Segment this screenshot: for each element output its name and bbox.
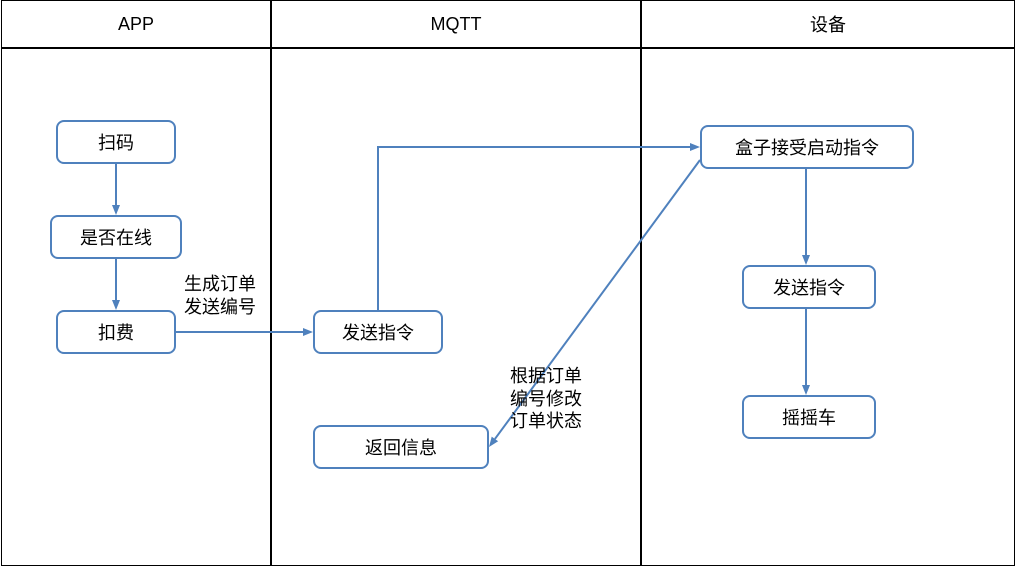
node-label: 发送指令 [773, 274, 845, 300]
node-return_info: 返回信息 [313, 425, 489, 469]
node-dev_send: 发送指令 [742, 265, 876, 309]
node-label: 摇摇车 [782, 404, 836, 430]
node-scan: 扫码 [56, 120, 176, 164]
lane-body-mqtt [271, 48, 641, 566]
node-send_cmd: 发送指令 [313, 310, 443, 354]
edge-label-e_box_return: 根据订单 编号修改 订单状态 [510, 365, 582, 433]
node-box_accept: 盒子接受启动指令 [700, 125, 914, 169]
diagram-canvas: APP MQTT 设备生成订单 发送编号根据订单 编号修改 订单状态 扫码是否在线扣费… [0, 0, 1016, 566]
lane-header-mqtt: MQTT [271, 0, 641, 48]
node-label: 扣费 [98, 319, 134, 345]
node-label: 扫码 [98, 129, 134, 155]
lane-header-label: MQTT [431, 14, 482, 35]
node-label: 返回信息 [365, 434, 437, 460]
node-label: 盒子接受启动指令 [735, 134, 879, 160]
lane-header-label: APP [118, 14, 154, 35]
lane-header-app: APP [1, 0, 271, 48]
node-online: 是否在线 [50, 215, 182, 259]
node-deduct: 扣费 [56, 310, 176, 354]
node-label: 是否在线 [80, 224, 152, 250]
node-label: 发送指令 [342, 319, 414, 345]
edge-label-e_deduct_send: 生成订单 发送编号 [184, 273, 256, 318]
node-shaker: 摇摇车 [742, 395, 876, 439]
lane-header-label: 设备 [810, 11, 846, 37]
lane-header-device: 设备 [641, 0, 1015, 48]
